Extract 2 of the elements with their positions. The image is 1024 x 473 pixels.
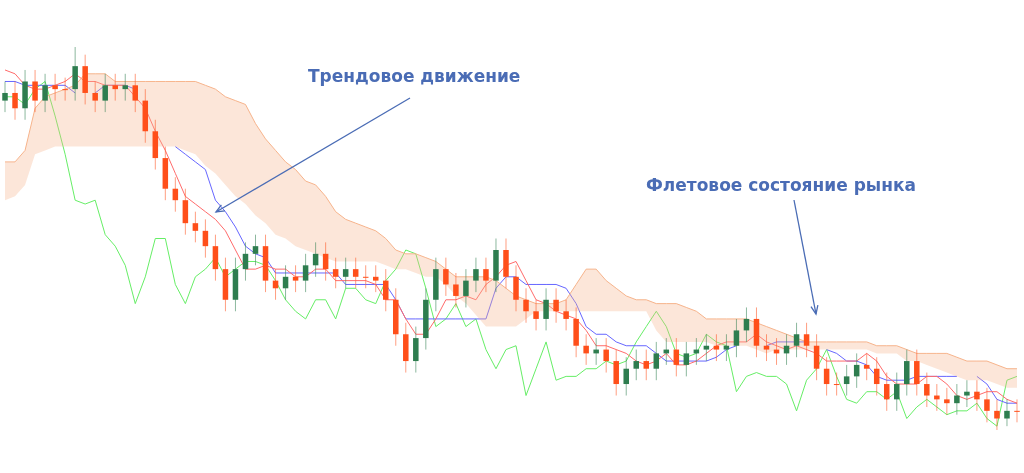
annotation: Флетовое состояние рынка [646,175,916,195]
annotation: Трендовое движение [308,66,521,86]
